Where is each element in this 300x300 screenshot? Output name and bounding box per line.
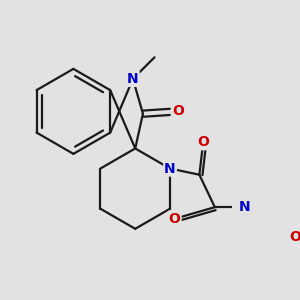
Text: O: O	[169, 212, 181, 226]
Text: N: N	[164, 161, 176, 176]
Text: N: N	[127, 72, 139, 86]
Text: O: O	[197, 135, 209, 149]
Text: O: O	[172, 104, 184, 118]
Text: N: N	[238, 200, 250, 214]
Text: O: O	[289, 230, 300, 244]
